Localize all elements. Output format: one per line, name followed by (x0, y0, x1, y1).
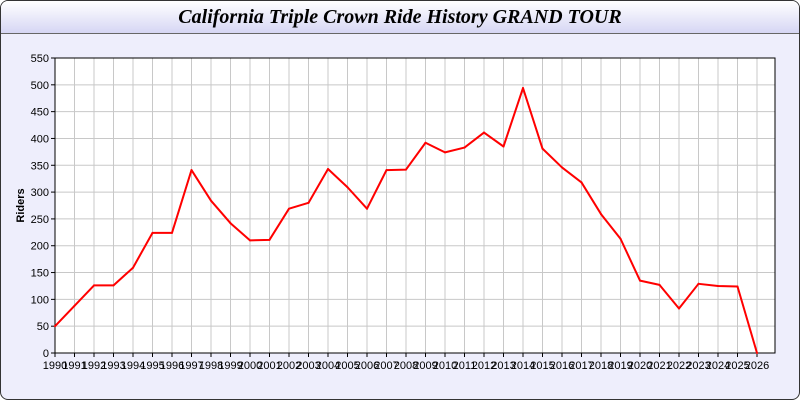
data-point (619, 237, 622, 240)
y-tick-label: 450 (31, 107, 49, 119)
data-point (756, 352, 758, 354)
data-point (385, 169, 388, 172)
x-tick-label: 2008 (394, 360, 418, 372)
data-point (327, 168, 329, 171)
title-bar: California Triple Crown Ride History GRA… (1, 1, 799, 34)
plot-border (54, 57, 776, 354)
data-point (268, 238, 271, 241)
data-point (697, 282, 700, 285)
x-tick-label: 2020 (628, 360, 652, 372)
x-tick-label: 1993 (101, 360, 125, 372)
x-tick-label: 2014 (511, 360, 535, 372)
x-tick-label: 1998 (199, 360, 223, 372)
x-tick-label: 2011 (453, 360, 477, 372)
x-tick-label: 1995 (140, 360, 164, 372)
x-tick-label: 2019 (608, 360, 632, 372)
x-tick-label: 2004 (316, 360, 340, 372)
chart-title: California Triple Crown Ride History GRA… (178, 6, 622, 28)
x-tick-label: 1997 (179, 360, 203, 372)
data-point (73, 304, 76, 307)
data-point (151, 231, 154, 234)
data-point (483, 131, 485, 134)
data-point (502, 145, 505, 148)
data-point (112, 284, 115, 287)
y-tick-label: 500 (31, 80, 49, 92)
x-tick-label: 2009 (413, 360, 437, 372)
x-tick-label: 2022 (667, 360, 691, 372)
x-tick-label: 2023 (686, 360, 710, 372)
data-point (249, 239, 251, 242)
x-tick-label: 2015 (530, 360, 554, 372)
y-tick-label: 550 (31, 53, 49, 65)
data-point (522, 87, 524, 90)
data-point (678, 307, 680, 310)
y-tick-label: 350 (31, 160, 49, 172)
data-point (54, 325, 56, 328)
x-tick-label: 2025 (725, 360, 749, 372)
data-point (541, 147, 544, 150)
data-point (561, 166, 563, 169)
y-tick-label: 150 (31, 268, 49, 280)
data-point (132, 266, 134, 269)
data-point (444, 151, 446, 154)
data-point (190, 169, 193, 172)
y-tick-label: 400 (31, 133, 49, 145)
x-tick-label: 2010 (433, 360, 457, 372)
data-point (658, 283, 661, 286)
y-tick-label: 200 (31, 241, 49, 253)
y-axis-label: Riders (15, 188, 27, 222)
data-point (600, 213, 602, 216)
y-tick-label: 100 (31, 294, 49, 306)
x-tick-label: 1999 (218, 360, 242, 372)
x-tick-label: 2016 (550, 360, 574, 372)
x-tick-label: 2017 (569, 360, 593, 372)
x-tick-label: 2000 (238, 360, 262, 372)
x-tick-label: 2018 (589, 360, 613, 372)
data-point (171, 231, 173, 234)
data-point (424, 141, 427, 144)
x-tick-label: 2021 (647, 360, 671, 372)
x-tick-label: 2001 (257, 360, 281, 372)
y-tick-label: 50 (37, 321, 49, 333)
x-tick-label: 2013 (491, 360, 515, 372)
data-point (736, 285, 739, 288)
x-tick-label: 1994 (121, 360, 145, 372)
x-tick-label: 1991 (62, 360, 86, 372)
x-tick-label: 1996 (160, 360, 184, 372)
x-tick-label: 2007 (374, 360, 398, 372)
y-tick-label: 0 (43, 348, 49, 360)
data-point (463, 146, 466, 149)
x-tick-label: 1990 (43, 360, 67, 372)
data-point (346, 186, 349, 189)
data-point (717, 284, 719, 287)
data-point (307, 201, 310, 204)
x-tick-label: 2024 (706, 360, 730, 372)
x-tick-label: 1992 (82, 360, 106, 372)
data-point (229, 222, 232, 225)
data-point (288, 207, 290, 210)
data-point (405, 168, 407, 171)
data-point (366, 207, 368, 210)
x-tick-label: 2002 (277, 360, 301, 372)
data-point (93, 284, 95, 287)
x-tick-label: 2003 (296, 360, 320, 372)
x-tick-label: 2006 (355, 360, 379, 372)
y-tick-label: 250 (31, 214, 49, 226)
y-tick-label: 300 (31, 187, 49, 199)
data-point (210, 199, 212, 202)
x-tick-label: 2005 (335, 360, 359, 372)
plot-area (55, 58, 775, 353)
data-point (639, 279, 641, 282)
x-tick-label: 2012 (472, 360, 496, 372)
data-point (580, 181, 583, 184)
x-tick-label: 2026 (745, 360, 769, 372)
